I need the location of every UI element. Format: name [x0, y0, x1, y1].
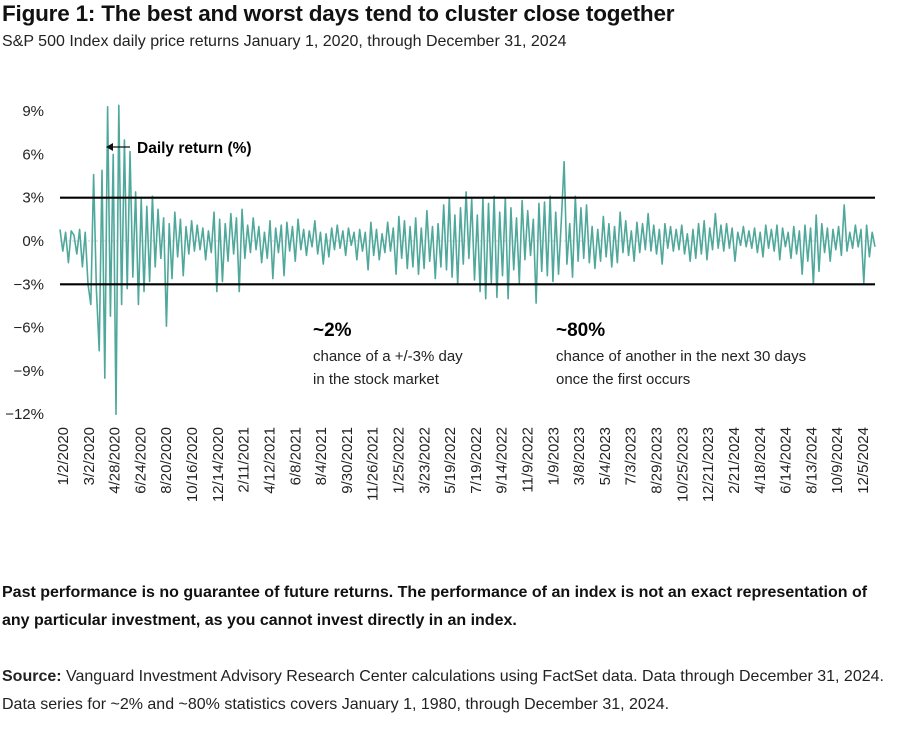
x-tick-label: 4/28/2020	[107, 427, 124, 494]
x-tick-label: 5/19/2022	[442, 427, 459, 494]
y-tick-label: −6%	[14, 320, 44, 337]
x-tick-label: 6/14/2024	[778, 427, 795, 494]
x-tick-label: 3/8/2023	[571, 427, 588, 485]
source-label: Source:	[2, 668, 62, 685]
x-tick-label: 1/9/2023	[545, 427, 562, 485]
stat-headline: ~2%	[313, 320, 352, 341]
series-label: Daily return (%)	[137, 140, 252, 157]
source-text: Vanguard Investment Advisory Research Ce…	[2, 668, 884, 713]
y-tick-label: −12%	[5, 406, 44, 423]
x-tick-label: 10/25/2023	[674, 427, 691, 502]
x-tick-label: 10/9/2024	[829, 427, 846, 494]
x-tick-label: 8/4/2021	[313, 427, 330, 485]
y-tick-label: 6%	[22, 146, 44, 163]
x-tick-label: 11/9/2022	[520, 427, 537, 493]
x-tick-label: 10/16/2020	[184, 427, 201, 502]
x-axis: 1/2/2020 3/2/2020 4/28/2020 6/24/2020 8/20/2…	[55, 427, 872, 502]
x-tick-label: 8/29/2023	[649, 427, 666, 494]
stat-80-percent: ~80% chance of another in the next 30 da…	[556, 320, 806, 388]
disclaimer: Past performance is no guarantee of futu…	[2, 584, 868, 629]
chart: 9% 6% 3% 0% −3% −6% −9% −12% 1/2/2020 3/2/2020 4/…	[5, 103, 876, 502]
stat-2-percent: ~2% chance of a +/-3% day in the stock m…	[313, 320, 463, 388]
x-tick-label: 6/8/2021	[287, 427, 304, 485]
x-tick-label: 12/21/2023	[700, 427, 717, 502]
stat-headline: ~80%	[556, 320, 605, 341]
x-tick-label: 5/4/2023	[597, 427, 614, 485]
source-note: Source: Vanguard Investment Advisory Res…	[2, 663, 897, 719]
x-tick-label: 7/3/2023	[623, 427, 640, 485]
x-tick-label: 6/24/2020	[132, 427, 149, 494]
y-tick-label: 3%	[22, 190, 44, 207]
x-tick-label: 2/21/2024	[726, 427, 743, 494]
chart-title: Figure 1: The best and worst days tend t…	[2, 1, 675, 26]
x-tick-label: 8/13/2024	[803, 427, 820, 494]
series-label-annotation: Daily return (%)	[106, 140, 252, 157]
x-tick-label: 8/20/2020	[158, 427, 175, 494]
x-tick-label: 3/2/2020	[81, 427, 98, 485]
x-tick-label: 2/11/2021	[236, 427, 253, 493]
x-tick-label: 1/25/2022	[390, 427, 407, 494]
x-tick-label: 9/30/2021	[339, 427, 356, 494]
x-tick-label: 4/12/2021	[261, 427, 278, 494]
daily-return-series	[59, 104, 876, 415]
y-tick-label: −9%	[14, 363, 44, 380]
x-tick-label: 12/14/2020	[210, 427, 227, 502]
y-tick-label: 9%	[22, 103, 44, 120]
x-tick-label: 7/19/2022	[468, 427, 485, 494]
y-tick-label: 0%	[22, 233, 44, 250]
x-tick-label: 4/18/2024	[752, 427, 769, 494]
stat-line: once the first occurs	[556, 371, 690, 388]
y-axis: 9% 6% 3% 0% −3% −6% −9% −12%	[5, 103, 44, 423]
x-tick-label: 1/2/2020	[55, 427, 72, 485]
stat-line: in the stock market	[313, 371, 440, 388]
stat-line: chance of a +/-3% day	[313, 348, 463, 365]
x-tick-label: 12/5/2024	[855, 427, 872, 494]
chart-subtitle: S&P 500 Index daily price returns Januar…	[2, 33, 567, 50]
stat-line: chance of another in the next 30 days	[556, 348, 806, 365]
reference-lines	[60, 196, 875, 286]
x-tick-label: 9/14/2022	[494, 427, 511, 494]
x-tick-label: 3/23/2022	[416, 427, 433, 494]
x-tick-label: 11/26/2021	[365, 427, 382, 501]
arrow-icon	[106, 143, 113, 151]
y-tick-label: −3%	[14, 276, 44, 293]
